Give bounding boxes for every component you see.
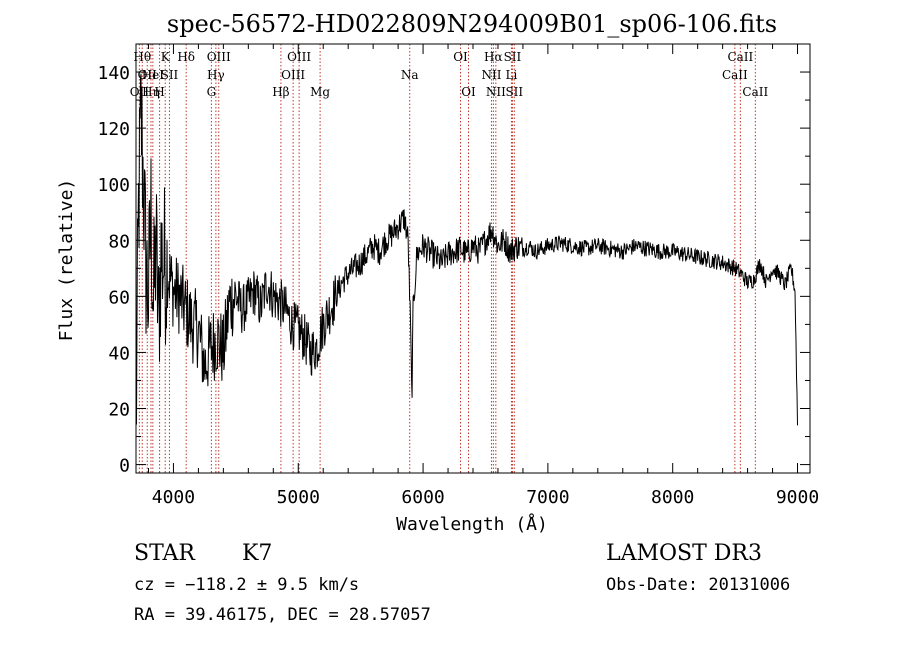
x-tick-label: 9000 bbox=[776, 487, 819, 508]
x-tick-label: 6000 bbox=[401, 487, 444, 508]
spectral-line-label: OIII bbox=[281, 68, 305, 82]
spectral-line-label: HeI bbox=[142, 68, 165, 82]
y-tick-label: 100 bbox=[97, 175, 130, 196]
spectral-line-label: CaII bbox=[742, 85, 768, 99]
x-axis-label: Wavelength (Å) bbox=[396, 513, 548, 535]
spectral-line-label: K bbox=[161, 50, 171, 64]
y-tick-label: 60 bbox=[108, 287, 130, 308]
y-axis-label: Flux (relative) bbox=[56, 179, 77, 342]
x-tick-label: 4000 bbox=[152, 487, 195, 508]
y-axis-ticks: 0 20 40 60 80 100 120 140 bbox=[97, 63, 810, 477]
y-tick-label: 0 bbox=[119, 456, 130, 477]
redshift-velocity: cz = −118.2 ± 9.5 km/s bbox=[134, 575, 359, 595]
spectral-line-label: Hδ bbox=[177, 50, 195, 64]
spectral-line-label: OII bbox=[130, 85, 150, 99]
spectral-line-label: NII bbox=[486, 85, 506, 99]
spectral-line-label: G bbox=[207, 85, 217, 99]
spectral-line-label: H bbox=[154, 85, 164, 99]
y-tick-label: 120 bbox=[97, 119, 130, 140]
y-tick-label: 40 bbox=[108, 343, 130, 364]
spectral-line-label: OII bbox=[138, 68, 158, 82]
spectral-line-label: CaII bbox=[722, 68, 748, 82]
spectral-line-label: OI bbox=[461, 85, 476, 99]
x-tick-label: 7000 bbox=[526, 487, 569, 508]
spectral-line-label: Hθ bbox=[133, 50, 151, 64]
y-tick-label: 20 bbox=[108, 400, 130, 421]
observation-date: Obs-Date: 20131006 bbox=[606, 575, 790, 595]
y-tick-label: 80 bbox=[108, 231, 130, 252]
spectral-line-label: NII bbox=[481, 68, 501, 82]
x-axis-ticks: 4000 5000 6000 7000 8000 9000 bbox=[147, 44, 819, 508]
spectral-line-label: OI bbox=[453, 50, 468, 64]
spectral-line-label: Li bbox=[506, 68, 518, 82]
spectral-line-label: Hα bbox=[484, 50, 503, 64]
spectral-line-label: Mg bbox=[310, 85, 330, 99]
x-tick-label: 8000 bbox=[651, 487, 694, 508]
spectral-line-labels: OIIHθOIIHηHeIHKSIIHδGHγOIIIHβOIIIOIIIMgN… bbox=[130, 50, 769, 99]
spectral-line-label: CaII bbox=[727, 50, 753, 64]
spectral-line-label: OIII bbox=[287, 50, 311, 64]
spectral-line-label: Hβ bbox=[272, 85, 289, 99]
spectral-line-label: Hγ bbox=[207, 68, 225, 82]
object-subclass: K7 bbox=[242, 541, 272, 566]
spectral-line-label: SII bbox=[505, 85, 523, 99]
flux-series-line bbox=[135, 73, 798, 426]
x-tick-label: 5000 bbox=[277, 487, 320, 508]
survey-name: LAMOST DR3 bbox=[606, 541, 762, 566]
chart-title: spec-56572-HD022809N294009B01_sp06-106.f… bbox=[167, 10, 777, 38]
y-tick-label: 140 bbox=[97, 63, 130, 84]
spectral-line-label: OIII bbox=[207, 50, 231, 64]
spectral-line-label: SII bbox=[161, 68, 179, 82]
spectral-line-label: Hη bbox=[142, 85, 160, 99]
sky-coordinates: RA = 39.46175, DEC = 28.57057 bbox=[134, 605, 431, 625]
object-class: STAR bbox=[134, 541, 196, 566]
spectral-line-label: SII bbox=[504, 50, 522, 64]
spectral-line-label: Na bbox=[401, 68, 419, 82]
